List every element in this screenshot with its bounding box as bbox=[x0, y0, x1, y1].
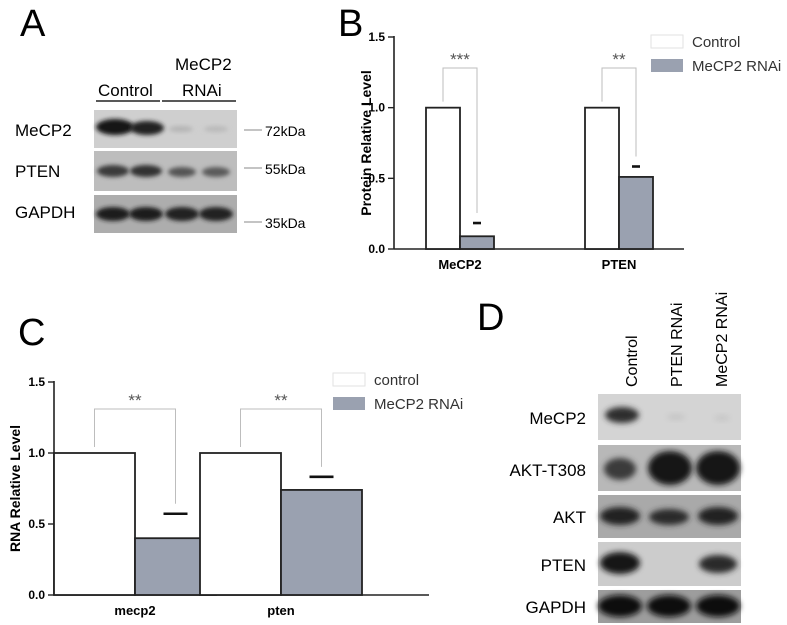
y-tick-label: 0.5 bbox=[368, 171, 385, 185]
y-axis-label: Protein Relative Level bbox=[358, 70, 374, 216]
significance-bracket bbox=[94, 408, 176, 504]
band bbox=[204, 126, 228, 132]
band bbox=[605, 407, 639, 423]
panel-d-row-label: PTEN bbox=[541, 556, 586, 575]
panel-a-kda: 72kDa bbox=[265, 123, 306, 139]
band bbox=[698, 507, 738, 525]
panel-a-kda: 35kDa bbox=[265, 215, 306, 231]
panel-a-group-control: Control bbox=[98, 81, 153, 100]
panel-c-letter: C bbox=[18, 312, 45, 354]
band bbox=[199, 207, 233, 221]
band bbox=[165, 207, 199, 221]
panel-a-letter: A bbox=[20, 3, 46, 45]
significance-label: *** bbox=[450, 50, 470, 69]
panel-d-lane-label: MeCP2 RNAi bbox=[714, 292, 731, 387]
y-tick-label: 0.5 bbox=[28, 517, 45, 531]
legend-label: MeCP2 RNAi bbox=[692, 58, 781, 75]
panel-b: B 0.0 0.5 1.0 1.5 Protein Relative Level *** M… bbox=[338, 3, 781, 272]
bar-control bbox=[199, 452, 282, 596]
band bbox=[598, 595, 642, 617]
band bbox=[696, 595, 740, 617]
band bbox=[169, 126, 193, 132]
panel-d-row-label: GAPDH bbox=[526, 598, 586, 617]
significance-bracket bbox=[601, 67, 637, 157]
panel-c: C 0.0 0.5 1.0 1.5 RNA Relative Level ** mecp2 *… bbox=[7, 312, 463, 618]
legend-label: MeCP2 RNAi bbox=[374, 396, 463, 413]
band bbox=[97, 165, 129, 177]
significance-bracket bbox=[442, 67, 478, 214]
significance-label: ** bbox=[612, 50, 626, 69]
legend-label: Control bbox=[692, 34, 740, 51]
significance-bracket bbox=[240, 408, 322, 467]
x-tick-label: mecp2 bbox=[114, 603, 155, 618]
bar-treatment bbox=[280, 489, 363, 596]
band bbox=[130, 121, 164, 135]
panel-d-letter: D bbox=[477, 297, 504, 339]
bar-control bbox=[53, 452, 136, 596]
bar-treatment bbox=[459, 235, 495, 250]
band bbox=[130, 165, 162, 177]
panel-d: D Control PTEN RNAi MeCP2 RNAi MeCP2 AKT… bbox=[477, 292, 741, 623]
x-tick-label: pten bbox=[267, 603, 295, 618]
chart-b: 0.0 0.5 1.0 1.5 Protein Relative Level *** MeC… bbox=[358, 30, 781, 272]
band bbox=[96, 207, 130, 221]
panel-d-row-label: MeCP2 bbox=[529, 409, 586, 428]
y-tick-label: 0.0 bbox=[368, 242, 385, 256]
legend-swatch bbox=[650, 34, 684, 49]
bar-control bbox=[584, 106, 620, 250]
bar-control bbox=[425, 106, 461, 250]
panel-d-row-label: AKT-T308 bbox=[509, 461, 586, 480]
panel-b-letter: B bbox=[338, 3, 363, 45]
panel-d-lane-label: Control bbox=[624, 335, 641, 387]
x-tick-label: PTEN bbox=[602, 257, 637, 272]
band bbox=[600, 507, 640, 525]
panel-d-lane-label: PTEN RNAi bbox=[669, 303, 686, 387]
band bbox=[202, 167, 230, 177]
legend-swatch bbox=[333, 397, 365, 410]
band bbox=[667, 414, 685, 420]
band bbox=[648, 451, 692, 485]
legend-label: control bbox=[374, 372, 419, 389]
significance-label: ** bbox=[274, 391, 288, 410]
y-tick-label: 0.0 bbox=[28, 588, 45, 602]
band bbox=[168, 167, 196, 177]
panel-a-group-rnai: RNAi bbox=[182, 81, 222, 100]
y-axis-label: RNA Relative Level bbox=[7, 425, 23, 552]
band bbox=[699, 555, 737, 573]
legend-swatch bbox=[651, 59, 683, 72]
panel-a-row-label: MeCP2 bbox=[15, 121, 72, 140]
band bbox=[696, 451, 740, 485]
y-tick-label: 1.5 bbox=[368, 30, 385, 44]
panel-a-group-mecp2: MeCP2 bbox=[175, 55, 232, 74]
y-tick-label: 1.5 bbox=[28, 375, 45, 389]
band bbox=[714, 415, 730, 421]
band bbox=[647, 595, 691, 617]
bar-treatment bbox=[618, 176, 654, 250]
y-tick-label: 1.0 bbox=[28, 446, 45, 460]
band bbox=[649, 509, 689, 525]
panel-a-row-label: PTEN bbox=[15, 162, 60, 181]
panel-d-row-label: AKT bbox=[553, 508, 586, 527]
y-tick-label: 1.0 bbox=[368, 101, 385, 115]
chart-c: 0.0 0.5 1.0 1.5 RNA Relative Level ** mecp2 ** p… bbox=[7, 372, 463, 618]
band bbox=[604, 458, 636, 480]
panel-a-kda: 55kDa bbox=[265, 161, 306, 177]
band bbox=[600, 552, 640, 574]
significance-label: ** bbox=[128, 391, 142, 410]
legend-swatch bbox=[332, 372, 366, 387]
x-tick-label: MeCP2 bbox=[438, 257, 481, 272]
band bbox=[96, 119, 134, 135]
panel-a: A Control MeCP2 RNAi MeCP2 PTEN GAPDH 72… bbox=[15, 3, 306, 233]
panel-a-row-label: GAPDH bbox=[15, 203, 75, 222]
band bbox=[129, 207, 163, 221]
